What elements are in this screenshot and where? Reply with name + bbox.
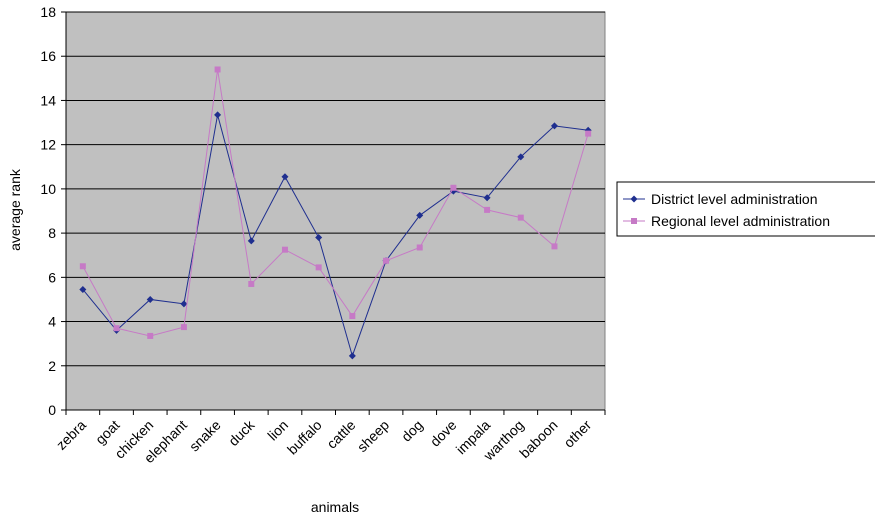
x-tick-label: baboon — [516, 417, 560, 461]
y-tick-label: 18 — [40, 4, 56, 20]
data-point — [416, 244, 423, 251]
data-point — [147, 332, 154, 339]
data-point — [349, 313, 356, 320]
series-line — [82, 114, 589, 358]
data-point — [146, 295, 154, 303]
data-point — [348, 352, 356, 360]
legend-items: District level administration Regional le… — [623, 191, 830, 229]
data-point — [79, 263, 86, 270]
data-point — [113, 325, 120, 332]
data-point — [315, 234, 323, 242]
legend-marker — [631, 218, 637, 224]
data-point — [416, 211, 424, 219]
y-tick-label: 14 — [40, 92, 56, 108]
x-tick-label: zebra — [53, 417, 89, 453]
data-point — [281, 246, 288, 253]
x-tick-label: lion — [264, 417, 291, 444]
y-axis-title-group: average rank — [7, 168, 23, 251]
y-tick-label: 8 — [48, 225, 56, 241]
series-2 — [79, 66, 592, 339]
data-point — [550, 122, 558, 130]
x-tick-label: duck — [225, 416, 258, 449]
y-tick-label: 6 — [48, 269, 56, 285]
legend-item: Regional level administration — [623, 213, 830, 229]
series-group — [79, 66, 592, 360]
legend-label: District level administration — [651, 191, 818, 207]
axes — [61, 11, 606, 415]
legend-item: District level administration — [623, 191, 818, 207]
x-tick-label: cattle — [323, 417, 358, 452]
data-point — [551, 243, 558, 250]
data-point — [180, 324, 187, 331]
plot-area — [65, 11, 606, 411]
y-tick-label: 4 — [48, 314, 56, 330]
data-point — [585, 130, 592, 137]
y-tick-labels: 0 2 4 6 8 10 12 14 16 18 — [40, 4, 56, 418]
x-axis-title: animals — [311, 499, 359, 515]
data-point — [180, 300, 188, 308]
x-tick-label: sheep — [354, 417, 392, 455]
data-point — [214, 66, 221, 73]
y-tick-label: 16 — [40, 48, 56, 64]
y-axis-title: average rank — [7, 168, 23, 251]
y-tick-label: 12 — [40, 137, 56, 153]
x-tick-label: snake — [186, 417, 224, 455]
y-tick-label: 2 — [48, 358, 56, 374]
x-tick-label: dog — [398, 417, 426, 445]
data-point — [517, 214, 524, 221]
y-tick-label: 0 — [48, 402, 56, 418]
data-point — [383, 257, 390, 264]
data-point — [315, 264, 322, 271]
legend: District level administration Regional le… — [616, 181, 875, 237]
data-point — [483, 194, 491, 202]
data-point — [517, 153, 525, 161]
data-point — [281, 173, 289, 181]
legend-marker — [630, 195, 638, 203]
data-point — [450, 184, 457, 191]
series-line — [82, 69, 589, 337]
x-tick-label: other — [560, 417, 594, 451]
data-point — [248, 280, 255, 287]
x-tick-label: buffalo — [284, 417, 325, 458]
y-tick-label: 10 — [40, 181, 56, 197]
legend-box — [616, 181, 875, 237]
legend-label: Regional level administration — [651, 213, 830, 229]
data-point — [79, 285, 87, 293]
data-point — [247, 237, 255, 245]
data-point — [484, 206, 491, 213]
data-point — [214, 111, 222, 119]
gridlines — [66, 11, 605, 367]
